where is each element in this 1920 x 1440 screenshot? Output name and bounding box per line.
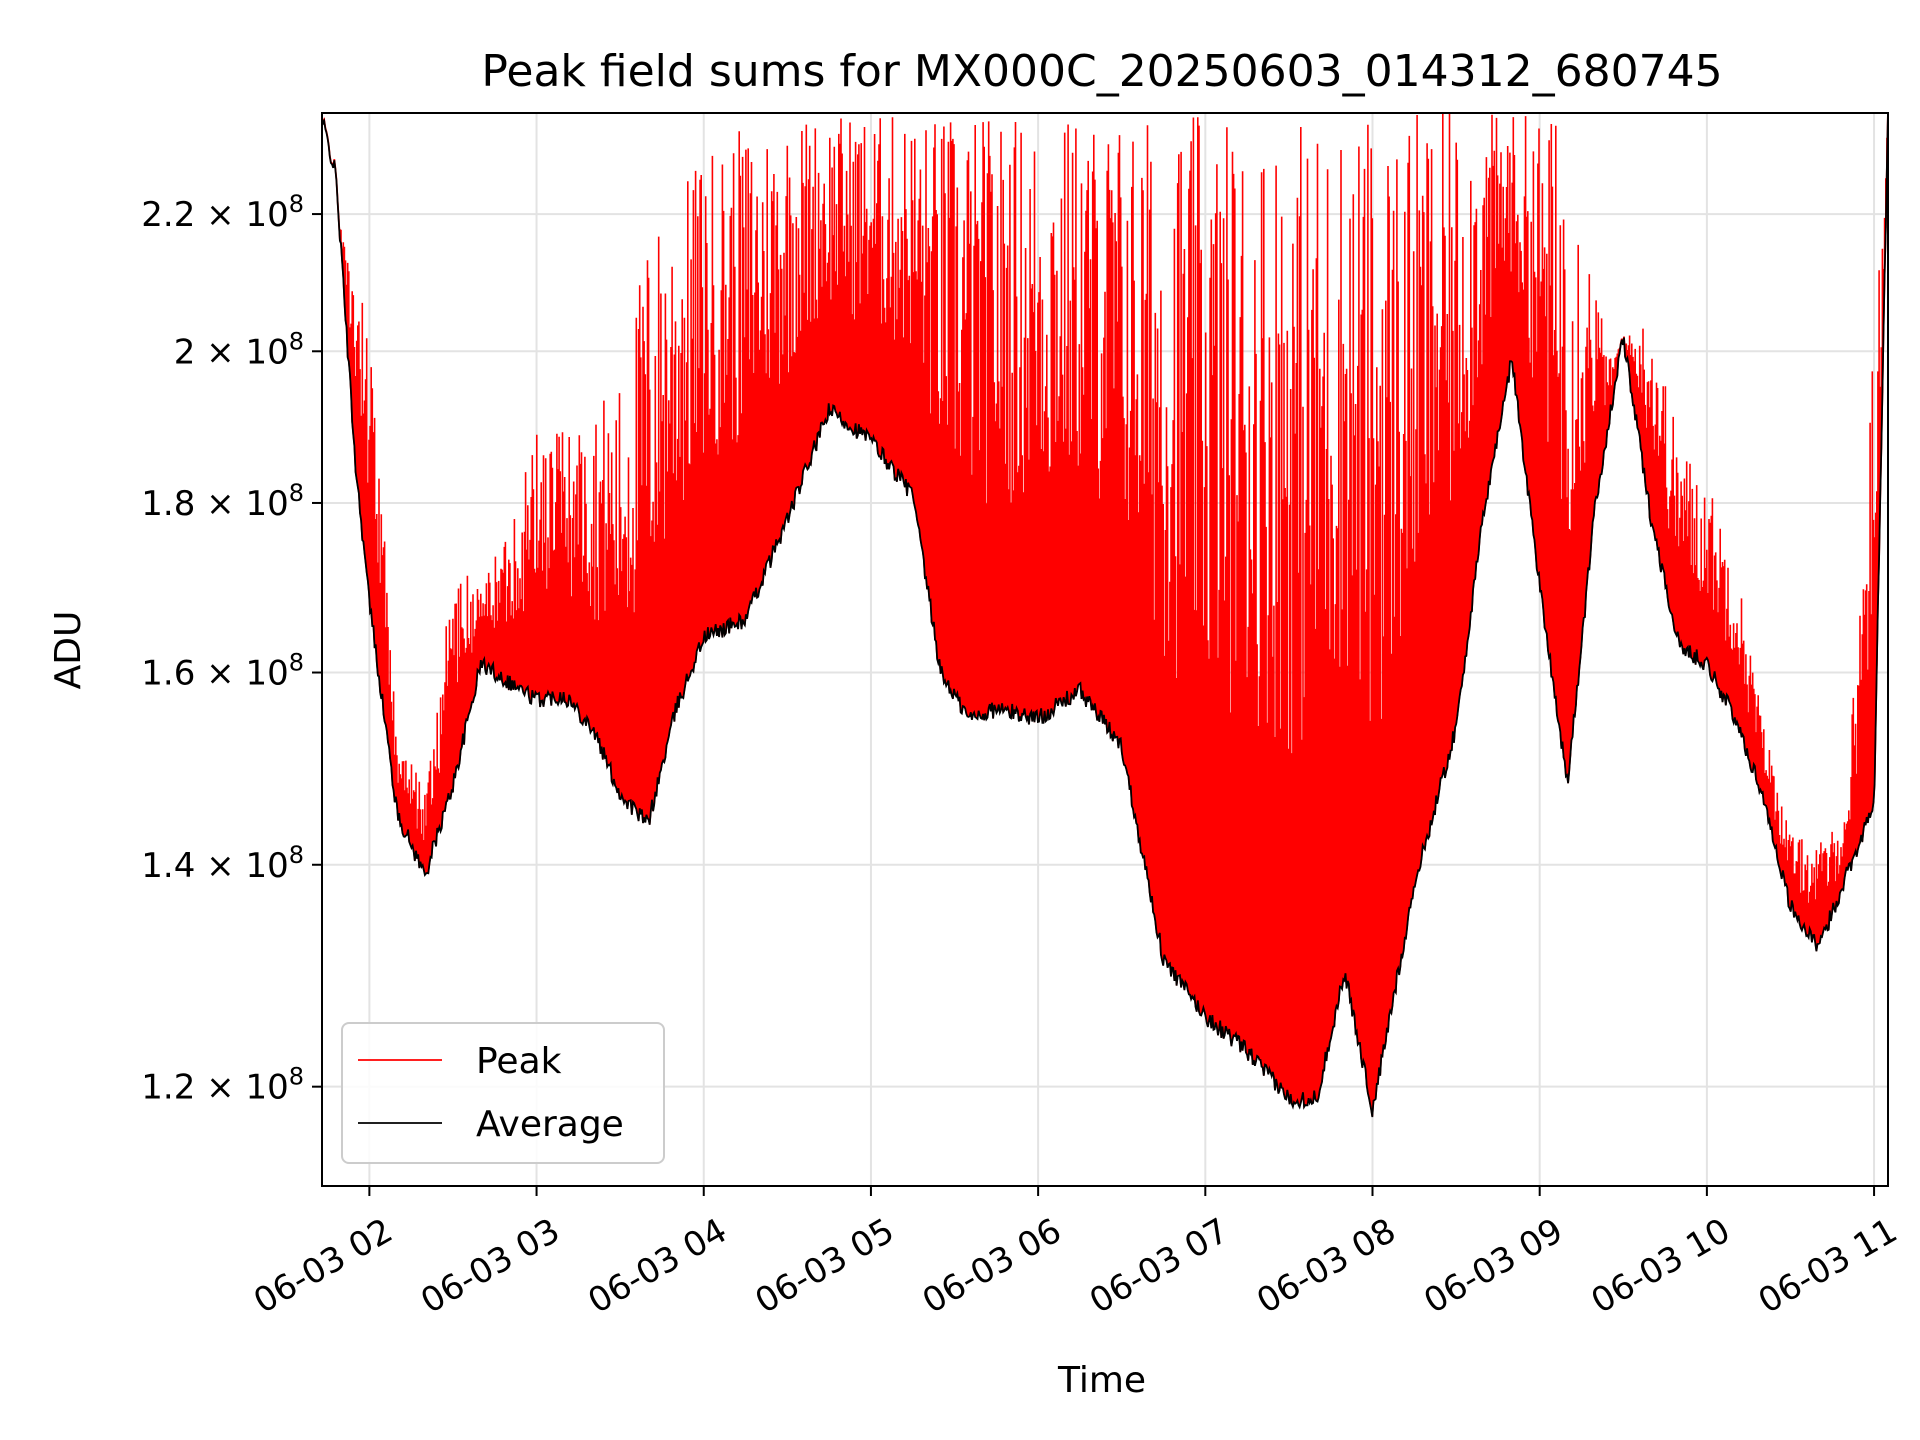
y-tick-label: 1.2 × 108 <box>141 1063 304 1108</box>
y-tick-label: 1.8 × 108 <box>141 479 304 524</box>
y-axis-label: ADU <box>48 611 89 690</box>
x-axis-label: Time <box>1057 1360 1146 1401</box>
y-tick-label: 1.4 × 108 <box>141 841 304 886</box>
y-tick-label: 2.2 × 108 <box>141 190 304 235</box>
plot-frame <box>321 112 1889 1187</box>
y-tick-label: 2 × 108 <box>174 327 304 372</box>
chart-title: Peak field sums for MX000C_20250603_0143… <box>481 46 1722 97</box>
legend: Peak Average <box>341 1022 665 1164</box>
series-average <box>322 113 1888 1118</box>
legend-box <box>341 1022 665 1164</box>
y-tick-label: 1.6 × 108 <box>141 649 304 694</box>
plot-area <box>322 113 1888 1118</box>
y-axis: 1.2 × 108 1.4 × 108 1.6 × 108 1.8 × 108 2 × … <box>141 190 322 1108</box>
legend-average-label: Average <box>476 1104 624 1145</box>
legend-peak-label: Peak <box>476 1041 562 1082</box>
